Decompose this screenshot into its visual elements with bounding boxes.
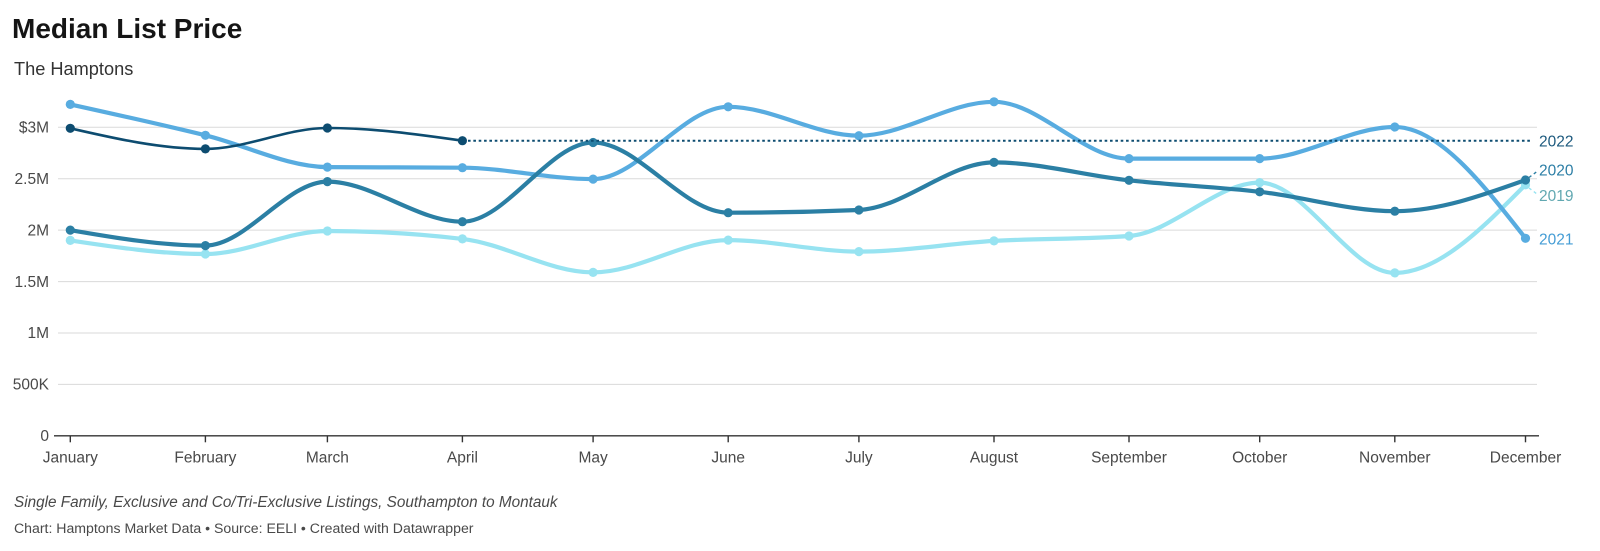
svg-text:2022: 2022 — [1539, 134, 1573, 151]
svg-text:February: February — [174, 450, 236, 467]
svg-text:2M: 2M — [27, 222, 49, 239]
svg-text:May: May — [578, 450, 608, 467]
svg-text:July: July — [845, 450, 873, 467]
svg-text:June: June — [711, 450, 745, 467]
svg-text:2.5M: 2.5M — [15, 171, 49, 188]
svg-text:1M: 1M — [27, 325, 49, 342]
svg-text:1.5M: 1.5M — [15, 274, 49, 291]
svg-text:0: 0 — [40, 428, 49, 445]
svg-text:December: December — [1490, 450, 1562, 467]
svg-text:November: November — [1359, 450, 1431, 467]
svg-text:March: March — [306, 450, 349, 467]
svg-text:2020: 2020 — [1539, 163, 1574, 180]
svg-text:April: April — [447, 450, 478, 467]
svg-text:500K: 500K — [13, 377, 50, 394]
svg-text:August: August — [970, 450, 1019, 467]
svg-text:2021: 2021 — [1539, 232, 1573, 249]
svg-text:$3M: $3M — [19, 120, 49, 137]
svg-text:January: January — [43, 450, 98, 467]
svg-text:October: October — [1232, 450, 1287, 467]
svg-text:2019: 2019 — [1539, 188, 1573, 205]
svg-text:September: September — [1091, 450, 1167, 467]
